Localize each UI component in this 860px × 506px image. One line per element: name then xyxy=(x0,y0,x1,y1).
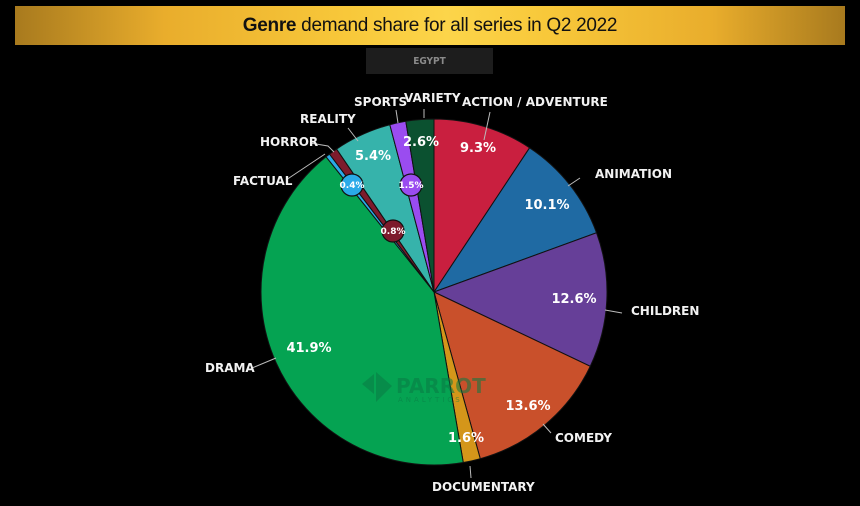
value-bubble xyxy=(340,173,364,197)
market-tab-egypt[interactable]: EGYPT xyxy=(366,48,493,74)
watermark-brand: PARROT xyxy=(396,374,486,398)
leader-line xyxy=(469,465,472,479)
category-label: HORROR xyxy=(260,135,318,149)
value-label: 12.6% xyxy=(551,292,596,307)
value-label: 2.6% xyxy=(403,135,439,150)
leader-line xyxy=(309,142,335,153)
category-label: FACTUAL xyxy=(233,174,293,188)
pie-slice-children[interactable] xyxy=(432,232,608,367)
parrot-logo-icon xyxy=(362,374,374,394)
value-label: 10.1% xyxy=(524,198,569,213)
category-label: REALITY xyxy=(300,112,356,126)
watermark-sub: ANALYTICS xyxy=(398,396,463,404)
value-label: 13.6% xyxy=(505,399,550,414)
value-label: 5.4% xyxy=(355,149,391,164)
pie-slice-variety[interactable] xyxy=(405,118,435,293)
pie-labels: ACTION / ADVENTURE 9.3% ANIMATION 10.1% CHIL… xyxy=(205,91,699,494)
chart-title: Genre demand share for all series in Q2 … xyxy=(242,14,618,36)
pie-slice-drama[interactable] xyxy=(260,156,464,466)
category-label: DRAMA xyxy=(205,361,255,375)
value-bubble xyxy=(381,219,405,243)
leader-line xyxy=(347,127,359,142)
category-label: COMEDY xyxy=(555,431,612,445)
category-label: DOCUMENTARY xyxy=(432,480,535,494)
category-label: CHILDREN xyxy=(631,304,699,318)
pie-slice-action-adventure[interactable] xyxy=(433,118,531,294)
leader-line xyxy=(542,423,552,434)
value-label: 0.8% xyxy=(381,227,406,237)
parrot-logo-icon-wing xyxy=(376,372,392,402)
category-label: SPORTS xyxy=(354,95,407,109)
category-label: ANIMATION xyxy=(595,167,672,181)
leader-line xyxy=(567,177,581,187)
value-label: 0.4% xyxy=(340,181,365,191)
category-label: VARIETY xyxy=(404,91,461,105)
value-label: 41.9% xyxy=(286,341,331,356)
pie-slices xyxy=(260,118,608,466)
pie-slice-comedy[interactable] xyxy=(433,291,591,460)
leader-line xyxy=(251,357,277,369)
leader-line xyxy=(604,309,623,314)
leader-line xyxy=(395,109,399,124)
title-banner: Genre demand share for all series in Q2 … xyxy=(15,6,845,45)
value-bubble xyxy=(399,173,423,197)
value-label: 1.6% xyxy=(448,431,484,446)
leader-line xyxy=(285,153,326,181)
leader-line xyxy=(483,111,491,141)
value-label: 1.5% xyxy=(399,181,424,191)
value-label: 9.3% xyxy=(460,141,496,156)
category-label: ACTION / ADVENTURE xyxy=(462,95,608,109)
